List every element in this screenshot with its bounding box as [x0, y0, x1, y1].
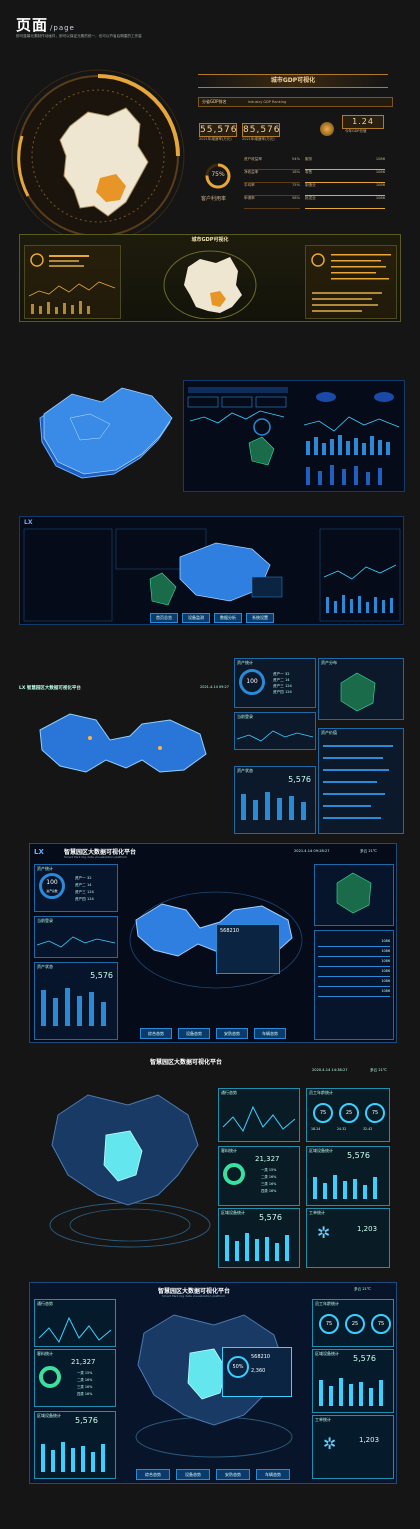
s8-map — [124, 1307, 304, 1467]
s7-date: 2020.4.14 14:38:27 — [312, 1068, 348, 1072]
blue-dashboard-3 — [183, 380, 405, 492]
donut-icon — [39, 1366, 61, 1388]
s6-right-panel-2: 1086 1086 1086 1086 1086 1086 — [314, 930, 394, 1040]
s6-logo: LX — [34, 848, 44, 856]
s6-nav-2[interactable]: 设备态势 — [178, 1028, 210, 1039]
nav-btn-3[interactable]: 数据分析 — [214, 613, 242, 623]
gold-map-circle — [8, 66, 188, 246]
usage-gauge: 75% — [204, 162, 232, 190]
s5-header: LX 智慧园区大数据可视化平台 2021.4.14 09:27 — [19, 685, 229, 691]
s6-subtitle: Smart Park big data visualization platfo… — [64, 855, 128, 859]
s7-weather: 多云 21℃ — [370, 1068, 387, 1072]
s5-login-panel: 当前登录 — [234, 712, 316, 750]
s8-right-2: 区域设备统计 5,576 — [312, 1349, 394, 1413]
gear-icon: ✲ — [323, 1434, 337, 1453]
s6-nav-1[interactable]: 综合态势 — [140, 1028, 172, 1039]
s7-card-4: 区域设备统计 5,576 — [306, 1146, 390, 1206]
donut-icon — [223, 1163, 245, 1185]
s8-nav-2[interactable]: 设备态势 — [176, 1469, 210, 1480]
s8-nav-1[interactable]: 综合态势 — [136, 1469, 170, 1480]
s7-card-3: 客料统计 21,327 一类 15% 二类 16% 三类 16% 四类 16% — [218, 1146, 300, 1206]
s5-gauge: 100 — [239, 669, 265, 695]
s6-date: 2021.4.14 09:28:27 — [294, 849, 330, 853]
s8-left-3: 区域设备统计 5,576 — [34, 1411, 116, 1479]
s8-popup: 50% 568210 2,360 — [222, 1347, 292, 1397]
coin-icon — [320, 122, 334, 136]
gold-right-panel — [305, 245, 397, 319]
gold-banner: 城市GDP可视化 — [198, 74, 388, 88]
usage-gauge-label: 客户利用率 — [201, 196, 227, 202]
blue-dashboard-4: LX 首页总览 设备监测 数据分析 系统设置 — [19, 516, 404, 625]
industry-bars: 服务 1086 零售 1086 制造业 1086 批发业 1086 — [305, 157, 385, 209]
s7-card-1: 通行态势 — [218, 1088, 300, 1142]
s6-asset-panel: 资产统计 100 资产总数 资产一 32 资产二 14 资产三 124 资产四 1… — [34, 864, 118, 912]
s8-nav-4[interactable]: 车辆态势 — [256, 1469, 290, 1480]
nav-btn-1[interactable]: 首页总览 — [150, 613, 178, 623]
stats-list: 资产收益率 54% 净收益率 18% 平均率 75% 申请率 58% — [244, 157, 300, 209]
s6-popup: 568210 — [216, 924, 280, 974]
blue-3d-map — [30, 378, 180, 488]
gold-dashboard-banner: 城市GDP可视化 — [191, 237, 229, 243]
gear-icon: ✲ — [317, 1223, 331, 1242]
s7-card-2: 员工年龄统计 75 25 75 18-24 24-32 32-42 — [306, 1088, 390, 1142]
page-description: 即可蓝幕元素制作动画件，即可以保证元素的统一，也可以节省后期重的工作量 — [16, 34, 142, 38]
s6-nav-4[interactable]: 车辆态势 — [254, 1028, 286, 1039]
s7-card-6: 工单统计 ✲ 1,203 — [306, 1208, 390, 1268]
s6-platform: LX 智慧园区大数据可视化平台 Smart Park big data visu… — [29, 843, 397, 1043]
s6-login-panel: 当前登录 — [34, 916, 118, 958]
page-title: 页面/page — [16, 16, 75, 34]
kpi-label-1: 2021年增速率(万元) — [199, 137, 232, 141]
s6-gauge: 100 资产总数 — [39, 873, 65, 899]
nav-btn-4[interactable]: 系统设置 — [246, 613, 274, 623]
gold-dashboard: 城市GDP可视化 — [19, 234, 401, 322]
s8-platform: 智慧园区大数据可视化平台 Smart Park big data visuali… — [29, 1282, 397, 1484]
s5-status-panel: 资产状态 5,576 — [234, 766, 316, 834]
s8-left-2: 客料统计 21,327 一类 15% 二类 16% 三类 16% 四类 16% — [34, 1349, 116, 1407]
s6-title: 智慧园区大数据可视化平台 — [64, 849, 137, 856]
dashboard-logo: LX — [24, 519, 33, 526]
s7-card-5: 区域设备统计 5,576 — [218, 1208, 300, 1268]
s8-subtitle: Smart Park big data visualization platfo… — [162, 1294, 226, 1298]
s6-status-panel: 资产状态 5,576 — [34, 962, 118, 1040]
gold-map-small — [160, 245, 260, 320]
s8-nav-3[interactable]: 安防态势 — [216, 1469, 250, 1480]
s8-right-3: 工单统计 ✲ 1,203 — [312, 1415, 394, 1479]
kpi-box-1: 55,576 — [199, 123, 238, 137]
s5-asset-panel: 资产统计 100 资产一 32 资产二 14 资产三 124 资产四 124 — [234, 658, 316, 708]
kpi-label-2: 2021年增速率(万元) — [242, 137, 275, 141]
kpi-box-2: 85,576 — [242, 123, 281, 137]
gdp-value: 1.24 — [342, 115, 384, 129]
s5-dist-panel: 资产分布 — [318, 658, 404, 720]
s7-map — [38, 1085, 218, 1255]
s6-right-panel-1 — [314, 864, 394, 926]
s8-weather: 多云 21℃ — [354, 1287, 371, 1291]
s8-title: 智慧园区大数据可视化平台 — [158, 1288, 231, 1295]
s8-right-1: 员工年龄统计 75 25 75 — [312, 1299, 394, 1347]
s5-map — [30, 700, 230, 800]
s6-nav-3[interactable]: 安防态势 — [216, 1028, 248, 1039]
s8-left-1: 通行态势 — [34, 1299, 116, 1347]
s6-weather: 多云 21℃ — [360, 849, 377, 853]
gdp-ranking-tab[interactable]: 分省GDP排名 Industry GDP Ranking — [198, 97, 393, 107]
gdp-label: 今年GDP总值 — [345, 129, 367, 133]
s5-value-panel: 资产价值 — [318, 728, 404, 834]
s7-title: 智慧园区大数据可视化平台 — [150, 1059, 223, 1066]
nav-btn-2[interactable]: 设备监测 — [182, 613, 210, 623]
gold-left-panel — [24, 245, 121, 319]
